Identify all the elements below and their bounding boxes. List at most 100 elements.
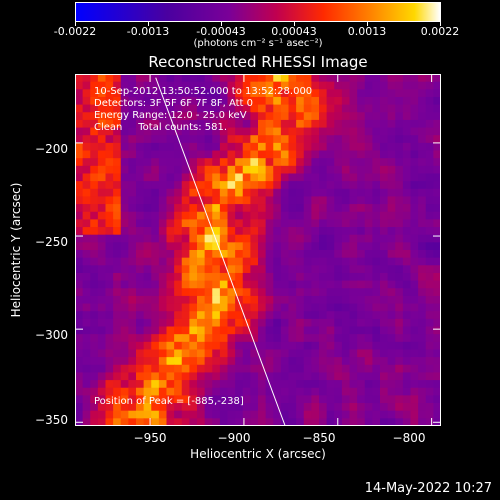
heatmap-cell [418,372,427,381]
heatmap-cell [425,127,434,136]
heatmap-cell [151,196,160,205]
heatmap-cell [75,158,84,167]
heatmap-cell [105,380,114,389]
heatmap-cell [357,150,366,159]
heatmap-cell [105,288,114,297]
heatmap-cell [364,242,373,251]
heatmap-cell [242,334,251,343]
heatmap-cell [166,81,175,90]
heatmap-cell [212,142,221,152]
heatmap-cell [387,387,396,396]
heatmap-cell [105,326,114,335]
heatmap-cell [82,165,91,175]
heatmap-cell [418,380,427,389]
heatmap-cell [334,250,343,259]
heatmap-cell [303,242,312,251]
heatmap-cell [341,410,351,419]
heatmap-cell [265,372,274,381]
heatmap-cell [273,96,282,106]
heatmap-cell [357,188,366,198]
heatmap-cell [265,211,274,220]
heatmap-cell [120,188,129,198]
heatmap-cell [128,242,137,251]
heatmap-cell [97,326,107,335]
heatmap-cell [212,188,221,198]
heatmap-cell [82,89,91,98]
heatmap-cell [174,81,183,90]
heatmap-cell [288,242,297,251]
heatmap-cell [258,204,267,213]
heatmap-cell [288,265,297,274]
heatmap-cell [319,158,328,167]
heatmap-cell [136,349,145,358]
heatmap-cell [82,265,91,274]
heatmap-cell [166,211,175,220]
heatmap-cell [242,395,251,404]
heatmap-cell [158,250,168,259]
heatmap-cell [433,311,441,320]
heatmap-cell [395,173,404,182]
heatmap-cell [189,334,198,343]
heatmap-cell [387,104,396,113]
heatmap-cell [158,410,168,419]
heatmap-cell [136,119,145,129]
heatmap-cell [212,380,221,389]
heatmap-cell [296,204,305,213]
colorbar-tick [294,22,295,26]
heatmap-cell [326,242,335,251]
heatmap-cell [311,288,320,297]
heatmap-cell [166,127,175,136]
heatmap-cell [113,89,122,98]
heatmap-cell [364,135,373,144]
heatmap-cell [380,280,389,289]
heatmap-cell [387,211,396,220]
heatmap-cell [235,410,244,419]
heatmap-cell [425,158,434,167]
heatmap-cell [372,372,381,381]
heatmap-cell [387,257,396,266]
heatmap-cell [395,410,404,419]
heatmap-cell [311,158,320,167]
heatmap-cell [90,295,99,305]
heatmap-cell [97,104,107,113]
heatmap-cell [433,104,441,113]
heatmap-cell [227,234,236,243]
heatmap-cell [204,227,213,236]
heatmap-cell [212,357,221,366]
heatmap-cell [82,288,91,297]
heatmap-cell [97,341,107,351]
heatmap-cell [242,89,251,98]
heatmap-cell [128,349,137,358]
heatmap-cell [425,295,434,305]
heatmap-cell [418,227,427,236]
heatmap-cell [319,403,328,412]
heatmap-cell [433,357,441,366]
heatmap-cell [265,219,274,228]
heatmap-cell [242,250,251,259]
heatmap-cell [433,219,441,228]
heatmap-cell [82,227,91,236]
heatmap-cell [273,395,282,404]
heatmap-cell [280,364,290,374]
heatmap-cell [250,242,259,251]
heatmap-cell [410,250,419,259]
heatmap-cell [364,257,373,266]
heatmap-cell [387,250,396,259]
heatmap-cell [235,341,244,351]
heatmap-cell [235,135,244,144]
heatmap-cell [334,387,343,396]
heatmap-cell [280,234,290,243]
heatmap-cell [143,380,152,389]
heatmap-cell [296,349,305,358]
heatmap-cell [75,250,84,259]
heatmap-cell [90,410,99,419]
heatmap-cell [418,311,427,320]
heatmap-cell [410,364,419,374]
heatmap-cell [258,380,267,389]
heatmap-cell [174,387,183,396]
heatmap-cell [288,196,297,205]
heatmap-cell [97,74,107,83]
heatmap-cell [174,410,183,419]
heatmap-cell [258,257,267,266]
heatmap-cell [303,188,312,198]
